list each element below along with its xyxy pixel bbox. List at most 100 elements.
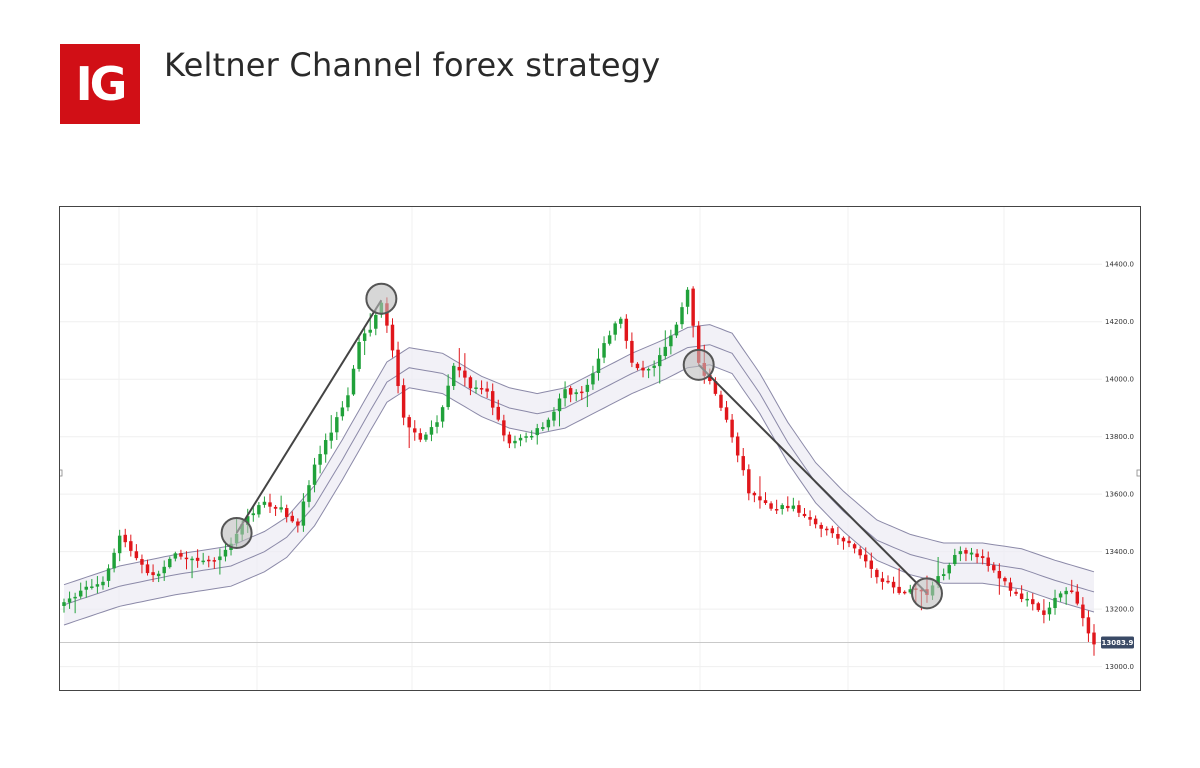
candle-down [1014,591,1018,594]
candle-down [786,505,790,509]
candle-down [1008,582,1013,591]
candle-up [596,358,601,373]
candle-up [67,598,72,603]
candle-up [62,602,66,606]
candle-down [1036,603,1041,611]
candle-down [129,541,133,551]
candle-down [1075,591,1080,604]
candle-down [296,521,300,526]
candle-down [735,436,740,456]
candle-up [117,535,122,554]
candle-up [474,387,478,389]
candle-down [568,388,573,395]
candle-up [969,552,974,555]
candle-up [307,485,311,502]
candle-down [1086,617,1091,634]
candle-up [1047,607,1052,615]
candle-down [864,554,868,562]
candle-down [418,433,423,440]
trend-line [235,299,383,534]
trend-line [697,364,928,595]
candle-down [1092,632,1096,645]
candle-down [891,581,896,588]
candle-down [797,505,801,513]
candle-down [992,565,996,571]
grid-layer [60,207,1102,690]
candle-down [830,528,835,534]
candle-down [290,515,294,522]
candle-up [435,422,439,427]
y-tick-label: 13000.0 [1105,663,1134,671]
candle-down [1042,610,1046,615]
candle-up [685,289,690,307]
candle-up [607,335,612,344]
candle-down [847,540,851,544]
y-tick-label: 14000.0 [1105,376,1134,384]
candle-down [580,391,584,394]
candle-down [741,456,745,471]
candle-up [663,346,668,356]
candle-up [78,590,83,597]
candle-down [897,586,901,593]
y-tick-label: 14400.0 [1105,261,1134,269]
candle-up [279,507,283,510]
candle-up [669,335,673,347]
candle-down [808,517,812,520]
candle-down [134,551,139,559]
candle-down [836,534,840,539]
ig-logo: IG [60,44,140,124]
candle-down [769,503,773,509]
candle-down [997,570,1002,579]
candle-down [752,492,757,496]
candle-up [95,584,100,587]
candle-down [284,508,289,517]
candle-down [507,434,512,444]
candle-up [936,576,940,585]
candle-down [802,513,807,517]
candle-down [902,591,907,594]
candle-up [1053,597,1057,609]
candle-up [958,551,963,555]
candle-up [1058,593,1063,598]
current-price-tag [1101,636,1134,649]
candle-up [535,428,539,436]
candle-up [362,333,367,341]
candle-up [646,368,651,371]
candle-down [140,559,144,565]
candle-up [312,464,317,485]
candle-up [301,501,306,526]
candle-down [708,374,712,382]
candle-down [195,557,200,561]
candle-down [1019,593,1024,600]
candle-up [106,568,111,581]
candle-up [602,343,606,358]
candle-up [953,554,957,565]
candle-down [479,388,484,390]
candle-down [886,580,890,583]
candle-up [84,586,88,590]
candle-down [390,324,395,351]
candle-up [346,395,350,408]
circle-marker [910,577,943,610]
candle-down [1003,578,1007,582]
candle-down [151,572,155,576]
keltner-chart: 13000.0 13200.0 13400.0 13600.0 13800.0 14000… [60,207,1140,690]
candle-up [452,365,456,387]
right-handle [1136,469,1140,477]
candle-down [273,506,278,509]
candle-up [218,556,222,561]
candle-down [813,518,818,525]
candle-down [1070,590,1074,592]
candle-up [73,596,77,599]
candle-down [763,500,768,504]
candle-down [869,560,874,569]
candle-up [246,516,250,526]
candle-down [730,419,734,438]
y-tick-label: 13400.0 [1105,548,1134,556]
candle-up [680,307,684,325]
candle-down [858,549,862,556]
candle-down [635,363,640,369]
candle-down [841,537,846,542]
y-tick-label: 13600.0 [1105,491,1134,499]
candle-down [490,391,495,408]
